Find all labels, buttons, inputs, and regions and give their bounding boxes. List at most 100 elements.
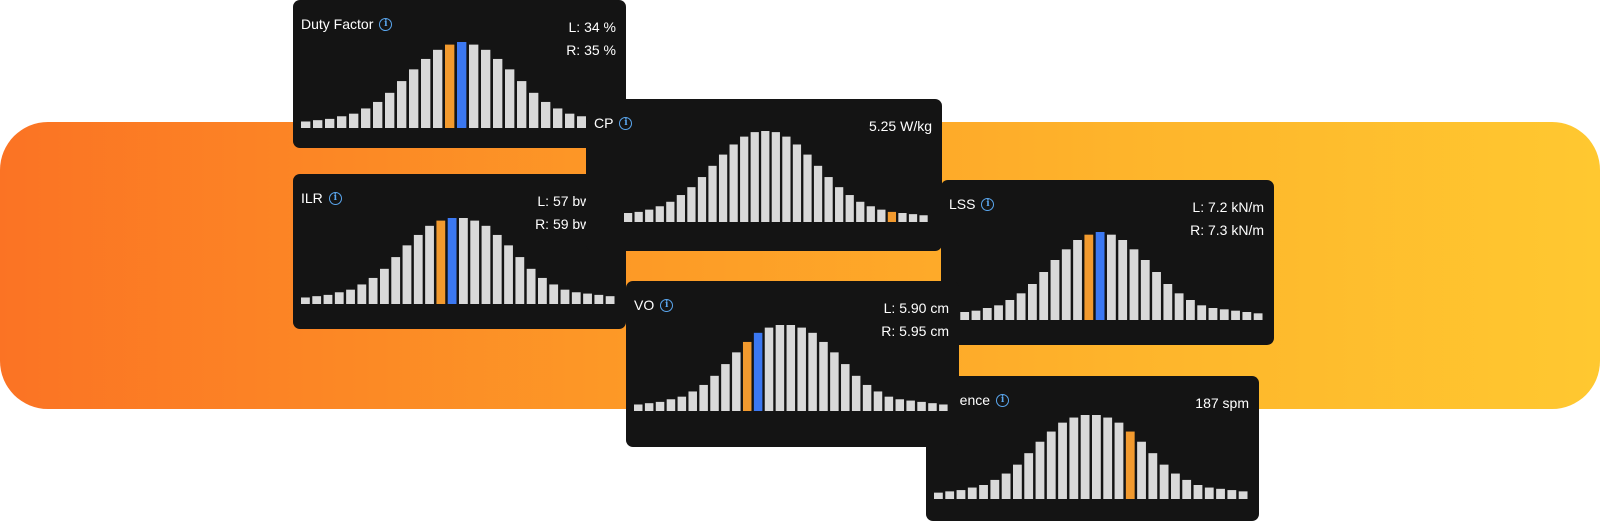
histogram-bar [775, 325, 785, 411]
histogram-bar [710, 375, 719, 411]
histogram-bar [385, 92, 395, 128]
card-title: CP i [594, 115, 633, 132]
histogram-bar [505, 69, 515, 128]
histogram-bar [708, 165, 717, 222]
histogram-bar [549, 284, 559, 304]
histogram-bar [493, 58, 503, 128]
histogram-bar [577, 116, 587, 128]
info-icon[interactable]: i [996, 394, 1010, 407]
histogram-bar [797, 327, 806, 411]
histogram-bar [644, 403, 654, 411]
histogram-bar [1001, 473, 1011, 499]
histogram-bar [481, 49, 491, 128]
info-icon[interactable]: i [619, 117, 633, 130]
card-duty-factor[interactable]: Duty Factor i L: 34 % R: 35 % [293, 0, 626, 148]
info-icon[interactable]: i [660, 299, 674, 312]
histogram-bar [917, 401, 926, 411]
histogram-bar [960, 312, 970, 320]
histogram-bar [956, 490, 966, 499]
histogram-bar [425, 225, 434, 304]
histogram-bar [634, 404, 643, 411]
histogram-bar [830, 352, 839, 411]
histogram-bar [934, 492, 943, 499]
histogram-bar [1039, 272, 1049, 320]
histogram-bar [655, 401, 665, 411]
info-icon[interactable]: i [379, 18, 393, 31]
histogram-bar [397, 81, 407, 128]
histogram-bar [517, 81, 527, 128]
histogram-bar [1137, 441, 1146, 499]
histogram-bar [688, 391, 697, 411]
histogram-bar [529, 92, 539, 128]
histogram-bar [898, 213, 907, 222]
card-title: LSS i [949, 196, 995, 213]
histogram-bar [887, 211, 897, 222]
histogram-bar [373, 101, 383, 128]
card-ilr[interactable]: ILR i L: 57 bw/sec R: 59 bw/sec [293, 174, 626, 329]
histogram-bar [835, 187, 844, 222]
histogram-bar [301, 121, 311, 128]
histogram-bar [824, 177, 833, 222]
histogram-bar [994, 305, 1003, 320]
info-icon[interactable]: i [981, 198, 995, 211]
histogram-bar [990, 479, 1000, 499]
histogram-bar [1253, 313, 1263, 320]
histogram-bar [1035, 441, 1045, 499]
histogram-bar [1159, 464, 1169, 499]
histogram-bar [1182, 479, 1192, 499]
histogram-bar [1028, 284, 1037, 320]
card-vo[interactable]: VO i L: 5.90 cm R: 5.95 cm [626, 281, 959, 447]
histogram-lss [949, 232, 1263, 320]
histogram-bar [1103, 417, 1113, 499]
histogram-bar [571, 292, 581, 304]
histogram-bar [1219, 309, 1229, 320]
histogram-bar [792, 144, 802, 222]
histogram-bar [1163, 284, 1173, 320]
histogram-bar [1013, 464, 1022, 499]
histogram-bar [1073, 240, 1082, 320]
histogram-bar [1216, 488, 1225, 499]
histogram-bar [1186, 300, 1195, 320]
histogram-bar [538, 277, 547, 304]
histogram-bar [1204, 487, 1214, 499]
histogram-bar [413, 234, 423, 304]
histogram-bar [729, 144, 738, 222]
card-value: L: 5.90 cm R: 5.95 cm [881, 300, 949, 339]
histogram-bar [877, 209, 886, 222]
card-value: 5.25 W/kg [868, 118, 932, 134]
histogram-bar [349, 113, 359, 128]
info-icon[interactable]: i [328, 192, 342, 205]
histogram-bar [1227, 490, 1237, 499]
histogram-bar [1152, 272, 1161, 320]
histogram-bar [782, 136, 791, 222]
histogram-bar [368, 277, 378, 304]
histogram-bar [645, 209, 654, 222]
histogram-cadence [934, 415, 1248, 499]
histogram-bar [583, 293, 592, 304]
histogram-vo [634, 325, 948, 411]
histogram-bar [346, 289, 355, 304]
card-cp[interactable]: CP i 5.25 W/kg [586, 99, 942, 251]
histogram-bar [655, 206, 664, 222]
histogram-bar [895, 399, 905, 411]
histogram-bar [841, 364, 850, 411]
histogram-bar [1080, 415, 1090, 499]
card-cadence[interactable]: Cadence i 187 spm [926, 376, 1259, 521]
card-value: L: 7.2 kN/m R: 7.3 kN/m [1190, 199, 1264, 238]
histogram-bar [982, 308, 992, 320]
histogram-bar [750, 132, 759, 222]
histogram-bar [624, 213, 633, 222]
histogram-bar [1084, 234, 1094, 320]
histogram-bar [1208, 308, 1218, 320]
card-lss[interactable]: LSS i L: 7.2 kN/m R: 7.3 kN/m [941, 180, 1274, 345]
histogram-bar [313, 120, 323, 128]
histogram-bar [565, 113, 575, 128]
histogram-bar [402, 245, 412, 304]
histogram-bar [919, 215, 928, 222]
card-value: L: 34 % R: 35 % [566, 19, 616, 58]
histogram-bar [361, 108, 371, 128]
histogram-bar [1140, 260, 1150, 320]
histogram-bar [1125, 431, 1135, 499]
histogram-cp [624, 131, 928, 222]
histogram-bar [928, 403, 937, 411]
